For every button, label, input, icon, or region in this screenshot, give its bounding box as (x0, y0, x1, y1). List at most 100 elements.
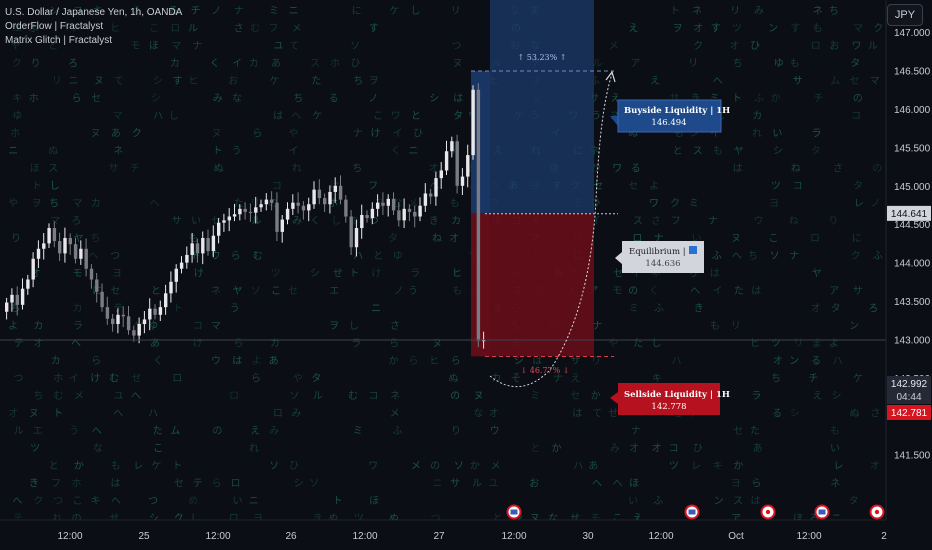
matrix-glyph: ゆ (12, 110, 22, 122)
candle-body (153, 308, 157, 315)
matrix-glyph: オ (429, 163, 439, 175)
equilibrium-label[interactable]: Equilibrium | 144.636 (615, 241, 704, 273)
matrix-glyph: ク (33, 495, 43, 507)
matrix-glyph: カ (491, 373, 501, 385)
matrix-glyph: へ (713, 76, 723, 87)
matrix-glyph: ニ (249, 496, 259, 507)
candle-body (365, 214, 369, 219)
indicator-matrix-glitch[interactable]: Matrix Glitch | Fractalyst (5, 35, 113, 46)
candle-body (89, 268, 94, 280)
matrix-glyph: つ (53, 496, 63, 507)
matrix-glyph: は (453, 93, 463, 105)
matrix-glyph: せ (132, 373, 142, 385)
matrix-glyph: ナ (708, 215, 718, 227)
matrix-glyph: シ (149, 514, 159, 525)
matrix-glyph: カ (249, 58, 259, 70)
matrix-glyph: む (53, 390, 63, 402)
matrix-glyph: り (828, 215, 838, 227)
matrix-glyph: か (771, 93, 781, 105)
matrix-glyph: ら (389, 338, 399, 350)
matrix-glyph: ツ (271, 269, 281, 280)
matrix-glyph: た (234, 198, 244, 210)
matrix-glyph: な (232, 93, 242, 105)
matrix-glyph: の (628, 286, 638, 297)
time-axis[interactable]: 12:00 25 12:00 26 12:00 27 12:00 30 12:00 Oct 12:0… (0, 519, 932, 550)
matrix-glyph: ト (349, 269, 359, 280)
matrix-glyph: ヌ (432, 339, 442, 350)
matrix-glyph: へ (592, 479, 602, 490)
matrix-glyph: ヒ (429, 355, 439, 367)
matrix-glyph: れ (249, 443, 259, 455)
sellside-label[interactable]: Sellside Liquidity | 1H 142.778 (610, 383, 730, 415)
matrix-glyph: ら (91, 355, 101, 367)
current-price-value: 142.992 (891, 379, 928, 390)
matrix-glyph: み (291, 409, 301, 420)
matrix-glyph: え (650, 75, 660, 87)
matrix-glyph: ら (408, 355, 418, 367)
economic-events[interactable] (506, 504, 885, 520)
matrix-glyph: マ (113, 111, 123, 122)
matrix-glyph: サ (589, 93, 599, 105)
matrix-glyph: エ (13, 24, 23, 35)
candle-body (63, 238, 67, 254)
matrix-glyph: オ (652, 443, 662, 455)
matrix-glyph: リ (794, 339, 804, 350)
matrix-glyph: も (450, 198, 460, 210)
matrix-glyph: に (352, 5, 362, 17)
symbol-title[interactable]: U.S. Dollar / Japanese Yen, 1h, OANDA (5, 7, 183, 18)
matrix-glyph: ヌ (212, 129, 222, 140)
x-tick-label: 12:00 (648, 531, 673, 542)
matrix-glyph: ち (293, 93, 303, 105)
matrix-glyph: あ (588, 460, 598, 472)
candle-body (397, 210, 401, 221)
event-dot-icon (874, 509, 880, 515)
candle-body (243, 208, 247, 212)
us-flag-icon (688, 509, 696, 515)
matrix-glyph: え (132, 5, 142, 17)
matrix-glyph: ネ (211, 285, 221, 297)
matrix-glyph: イ (710, 129, 720, 140)
matrix-glyph: イ (393, 129, 403, 140)
matrix-glyph: の (450, 391, 460, 402)
event-dot-icon (765, 509, 771, 515)
sellside-title: Sellside Liquidity (624, 390, 708, 400)
matrix-glyph: す (172, 75, 182, 87)
matrix-glyph: ラ (812, 128, 822, 140)
matrix-glyph: せ (608, 408, 618, 420)
matrix-glyph: ケ (389, 5, 399, 17)
matrix-glyph: ひ (750, 41, 760, 52)
y-tick-label: 143.500 (894, 297, 931, 308)
matrix-glyph: ソ (269, 461, 279, 472)
matrix-glyph: ハ (148, 409, 158, 420)
matrix-glyph: え (250, 425, 260, 437)
matrix-glyph: ヌ (29, 409, 39, 420)
liquidity-zones (471, 0, 594, 357)
candle-body (344, 199, 348, 217)
svg-text:Equilibrium |: Equilibrium | (629, 247, 686, 257)
matrix-glyph: ヲ (369, 76, 379, 87)
matrix-glyph: や (293, 373, 303, 385)
price-axis[interactable]: 141.500142.000142.500143.000143.500144.0… (885, 0, 932, 520)
candle-body (84, 248, 88, 269)
matrix-glyph: は (110, 478, 120, 490)
matrix-glyph: や (288, 128, 298, 140)
matrix-glyph: ミ (269, 6, 279, 17)
matrix-glyph: モ (590, 514, 600, 525)
matrix-glyph: キ (90, 496, 100, 507)
y-tick-label: 147.000 (894, 28, 931, 39)
candle-body (254, 207, 258, 213)
matrix-glyph: ハ (353, 251, 363, 262)
matrix-glyph: イ (631, 269, 641, 280)
matrix-glyph: せ (109, 513, 119, 525)
indicator-orderflow[interactable]: OrderFlow | Fractalyst (5, 21, 104, 32)
candle-body (439, 170, 443, 179)
currency-button[interactable]: JPY (887, 4, 923, 26)
matrix-glyph: ン (714, 496, 724, 507)
matrix-glyph: す (369, 23, 379, 35)
x-tick-label: Oct (728, 531, 744, 542)
matrix-glyph: コ (368, 391, 378, 402)
matrix-glyph: ヘ (111, 496, 121, 507)
buyside-label[interactable]: Buyside Liquidity | 1H 146.494 (610, 99, 730, 133)
matrix-glyph: オ (811, 303, 821, 315)
